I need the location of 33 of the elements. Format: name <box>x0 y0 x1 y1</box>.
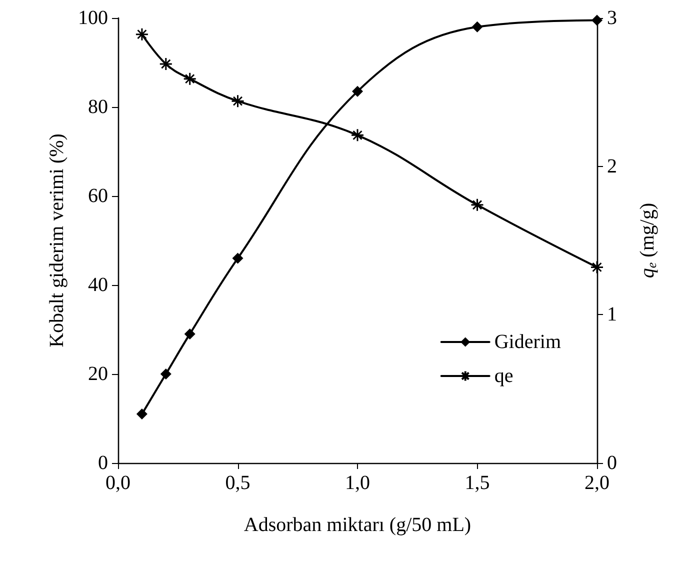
point <box>590 260 604 274</box>
y2-tick-label: 2 <box>607 155 617 178</box>
y2-tick-label: 3 <box>607 7 617 29</box>
point <box>470 198 484 212</box>
point <box>472 21 483 32</box>
x-tick-label: 0,0 <box>106 472 130 494</box>
y-axis-title: Kobalt giderim verimi (%) <box>46 134 68 348</box>
point <box>135 28 149 42</box>
point <box>231 94 244 108</box>
y-tick-label: 60 <box>88 185 108 207</box>
legend-label: Giderim <box>494 331 562 353</box>
x-tick-label: 2,0 <box>584 472 610 494</box>
point <box>184 328 196 340</box>
point <box>160 368 172 380</box>
x-tick-label: 1,5 <box>464 472 490 494</box>
point <box>232 252 244 264</box>
x-tick-label: 1,0 <box>345 472 370 494</box>
y2-tick-label: 1 <box>607 304 617 326</box>
point <box>350 128 364 142</box>
y-tick-label: 100 <box>78 7 108 29</box>
y-tick-label: 40 <box>88 274 108 296</box>
point <box>159 57 173 71</box>
y2-axis-title: qe (mg/g) <box>636 202 659 278</box>
x-axis-title: Adsorban miktarı (g/50 mL) <box>244 514 472 536</box>
x-tick-label: 0,5 <box>225 472 250 494</box>
y2-tick-label: 0 <box>607 452 617 474</box>
legend-label: qe <box>494 365 514 387</box>
point <box>352 86 363 97</box>
y-tick-label: 80 <box>88 96 108 118</box>
point <box>136 408 148 420</box>
point <box>183 72 197 86</box>
y-tick-label: 20 <box>88 363 108 385</box>
y-tick-label: 0 <box>98 452 108 474</box>
